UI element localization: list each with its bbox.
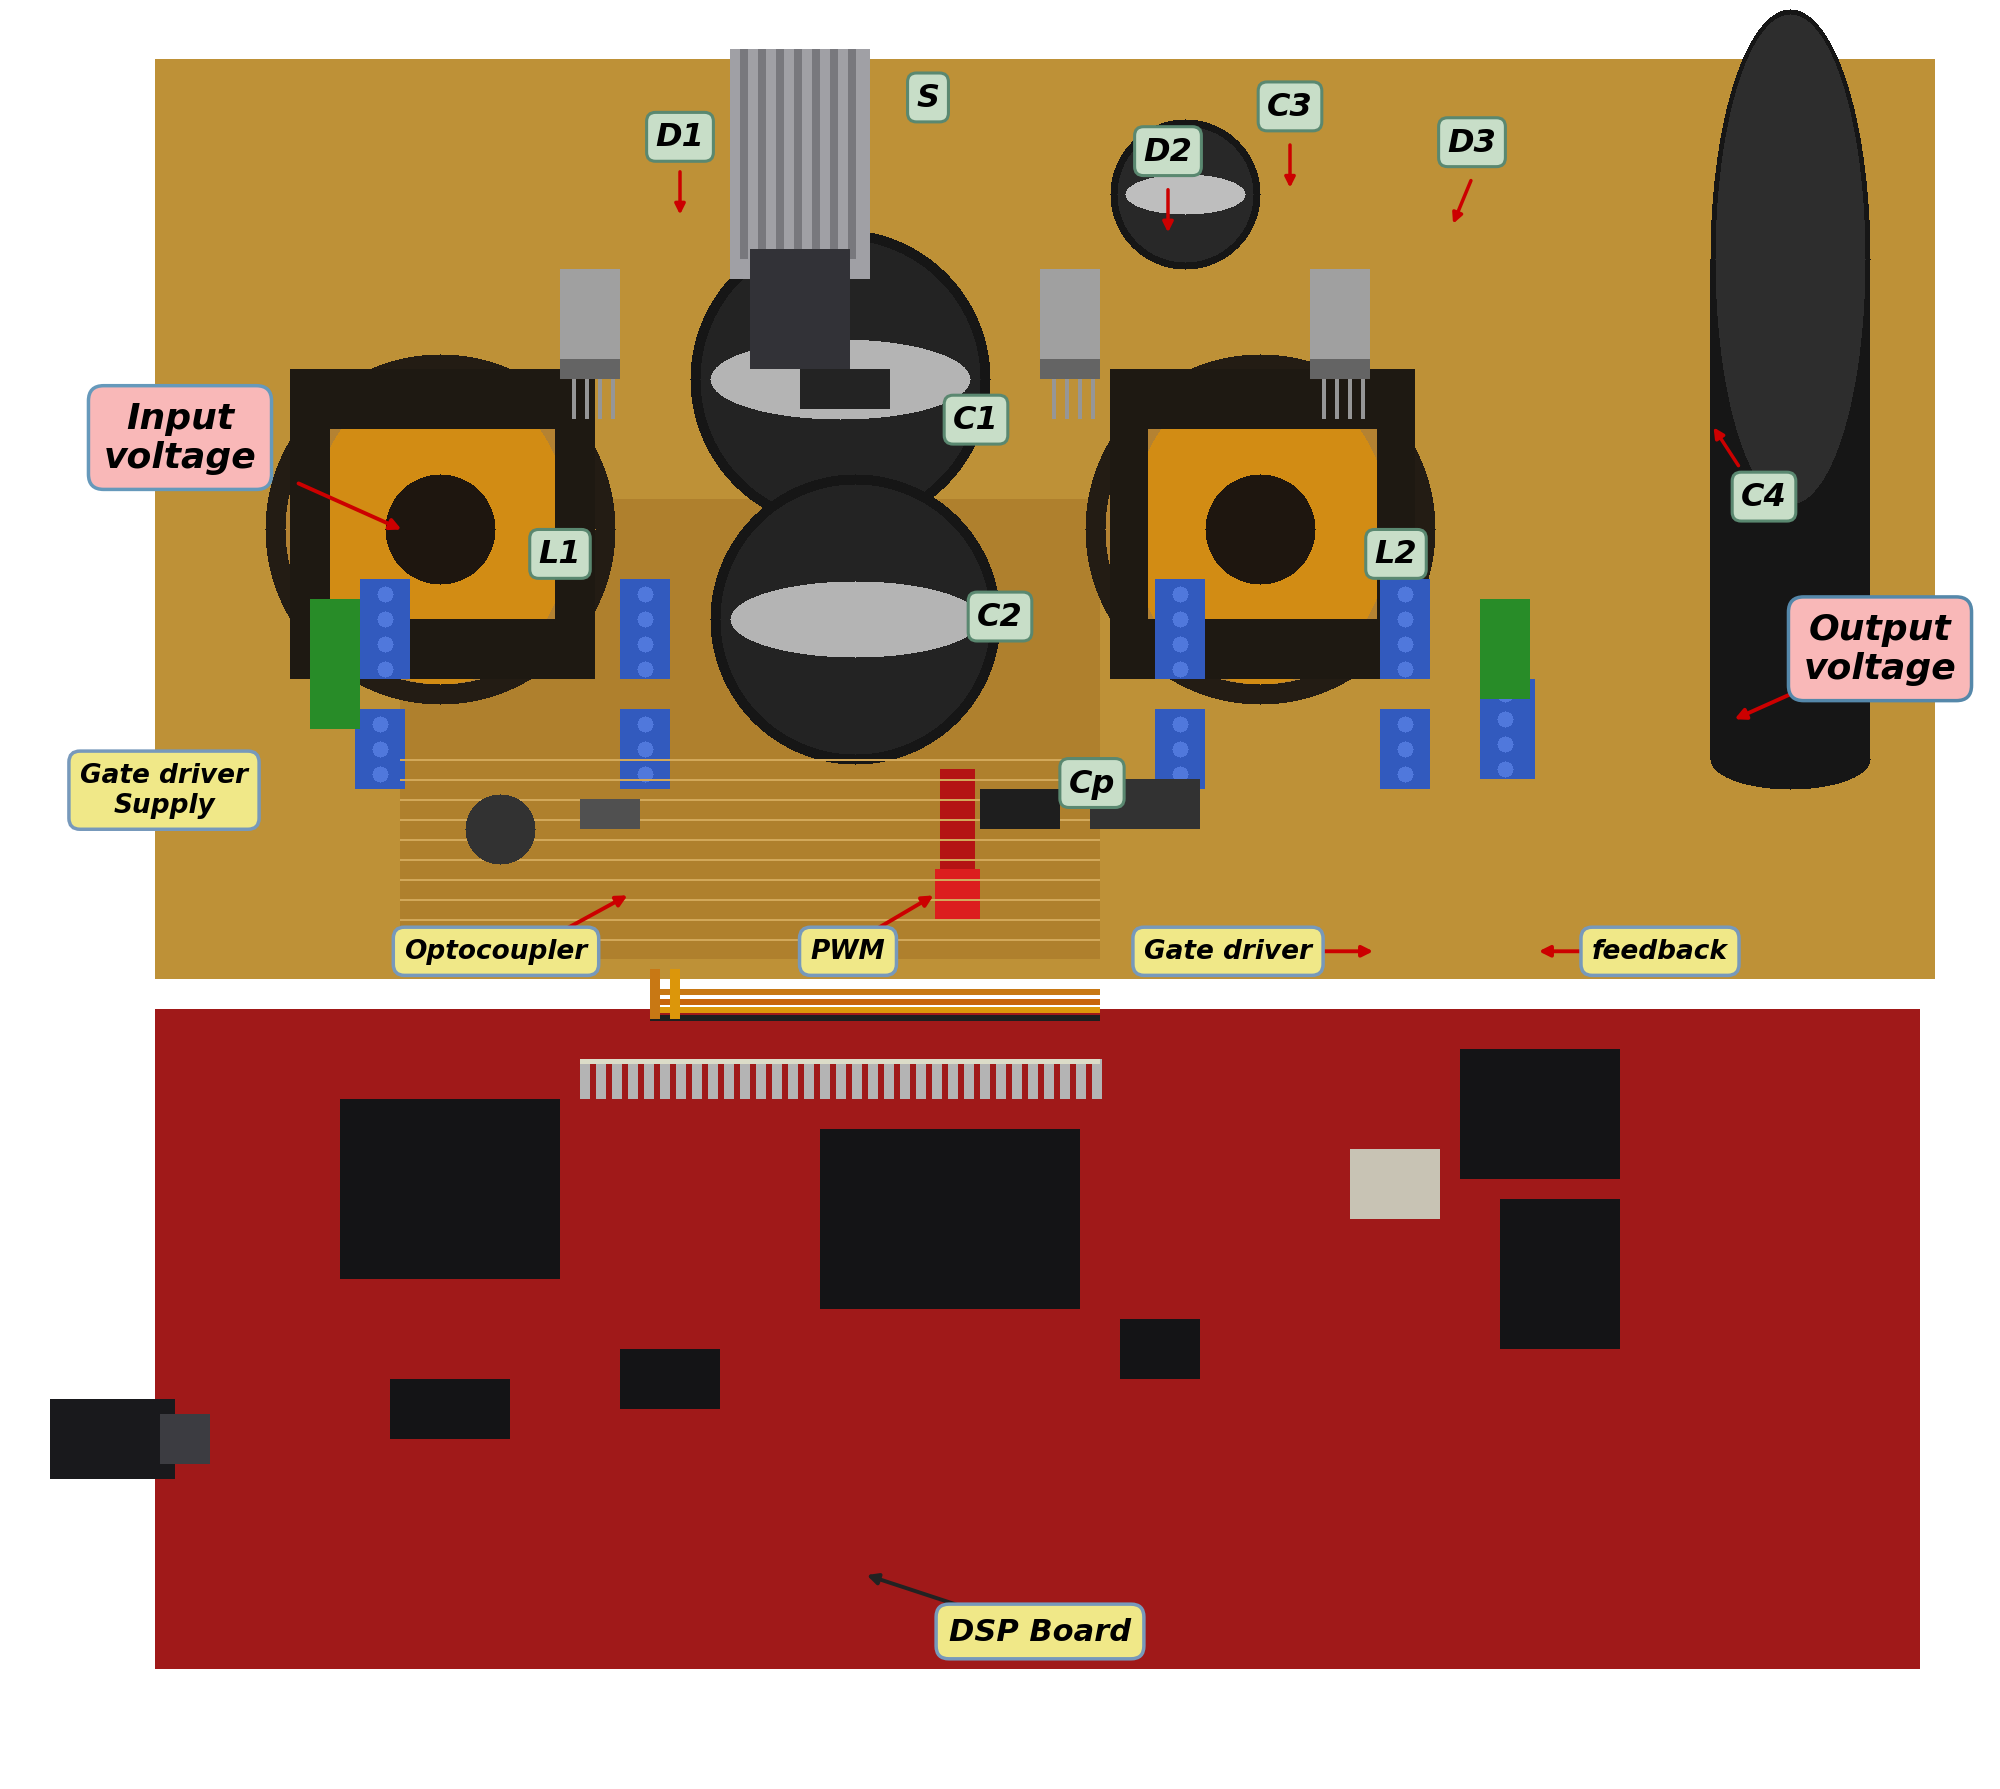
Text: L2: L2: [1374, 538, 1418, 571]
Text: D1: D1: [656, 122, 704, 154]
Text: C3: C3: [1268, 91, 1312, 123]
Text: C4: C4: [1742, 481, 1786, 513]
Text: DSP Board: DSP Board: [948, 1617, 1132, 1646]
Text: C1: C1: [954, 404, 998, 437]
Text: Output
voltage: Output voltage: [1804, 612, 1956, 687]
Text: D2: D2: [1144, 136, 1192, 168]
Text: D3: D3: [1448, 127, 1496, 159]
Text: Gate driver
Supply: Gate driver Supply: [80, 762, 248, 819]
Text: Cp: Cp: [1068, 767, 1116, 800]
Text: Input
voltage: Input voltage: [104, 401, 256, 476]
Text: feedback: feedback: [1592, 939, 1728, 964]
Text: Optocoupler: Optocoupler: [404, 939, 588, 964]
Text: C2: C2: [978, 601, 1022, 633]
Text: S: S: [916, 82, 940, 114]
Text: Gate driver: Gate driver: [1144, 939, 1312, 964]
Text: L1: L1: [538, 538, 582, 571]
Text: PWM: PWM: [810, 939, 886, 964]
